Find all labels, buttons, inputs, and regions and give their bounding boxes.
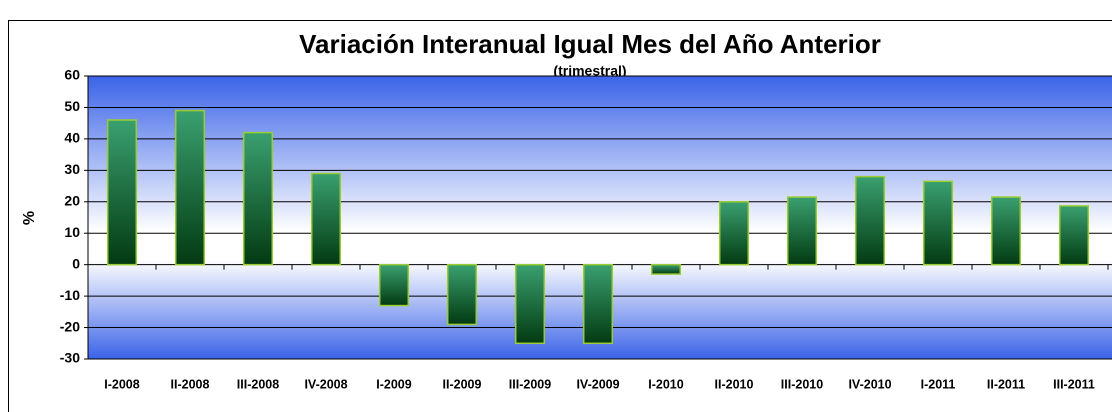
y-axis-label: % (21, 211, 38, 225)
y-tick-label: -10 (60, 287, 80, 303)
bar (582, 263, 614, 345)
x-tick-label: IV-2009 (576, 377, 619, 391)
bar (378, 263, 410, 307)
y-tick-label: -20 (60, 318, 80, 334)
y-tick-label: -30 (60, 350, 80, 366)
y-tick-label: 0 (72, 255, 80, 271)
bar (650, 263, 682, 275)
x-tick-label: I-2010 (648, 377, 683, 391)
bar (1058, 205, 1090, 266)
x-tick-label: IV-2008 (304, 377, 347, 391)
bar (854, 175, 886, 266)
bar (174, 109, 206, 266)
x-tick-label: I-2008 (104, 377, 139, 391)
bar (106, 119, 138, 266)
x-tick-label: II-2011 (987, 377, 1025, 391)
x-tick-label: I-2011 (921, 377, 956, 391)
y-tick-label: 40 (64, 130, 80, 146)
bar (310, 172, 342, 266)
x-tick-label: III-2011 (1053, 377, 1095, 391)
chart-title: Variación Interanual Igual Mes del Año A… (299, 29, 881, 59)
bar (786, 196, 818, 266)
x-tick-label: III-2010 (781, 377, 823, 391)
y-tick-label: 50 (64, 98, 80, 114)
bar (922, 180, 954, 266)
bar (446, 263, 478, 326)
y-tick-label: 30 (64, 161, 80, 177)
x-tick-label: I-2009 (376, 377, 411, 391)
bar (242, 131, 274, 266)
y-tick-label: 10 (64, 224, 80, 240)
y-tick-label: 20 (64, 192, 80, 208)
bar (990, 196, 1022, 266)
x-tick-label: IV-2010 (848, 377, 891, 391)
y-tick-label: 60 (64, 67, 80, 83)
bar (514, 263, 546, 345)
x-tick-label: II-2008 (171, 377, 210, 391)
bar (718, 201, 750, 266)
x-tick-label: II-2010 (715, 377, 754, 391)
chart-subtitle: (trimestral) (553, 63, 626, 79)
x-tick-label: III-2009 (509, 377, 551, 391)
x-tick-label: III-2008 (237, 377, 279, 391)
x-tick-label: II-2009 (443, 377, 482, 391)
